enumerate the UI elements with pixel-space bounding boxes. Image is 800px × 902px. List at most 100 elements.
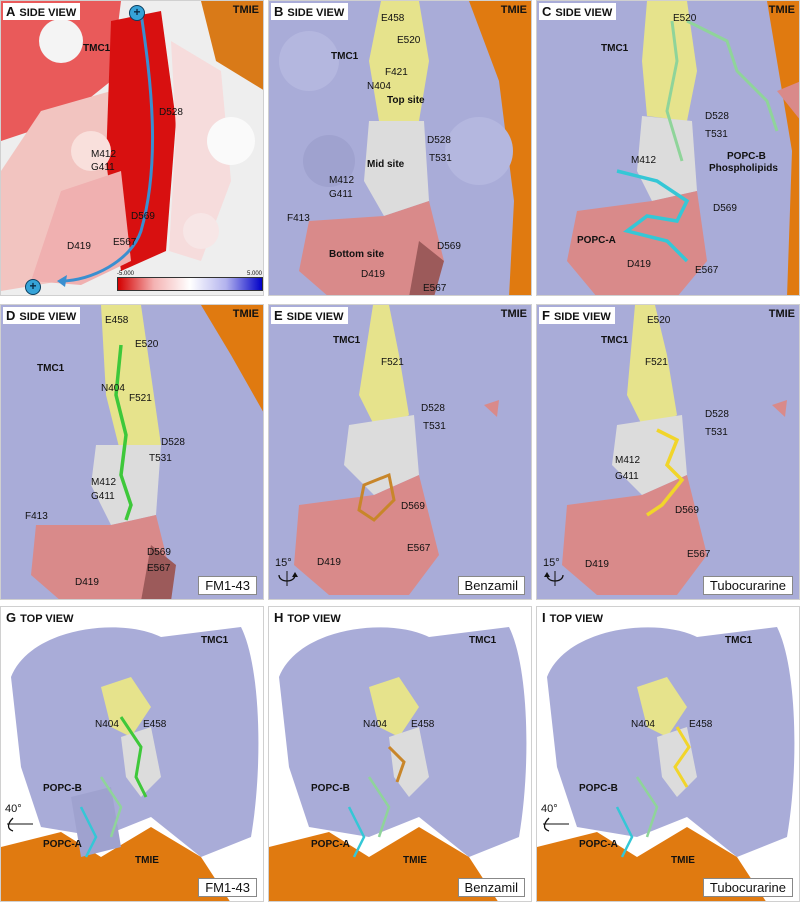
residue-label: D569 (147, 547, 171, 558)
lipid-label: POPC-A (577, 235, 616, 246)
top-view-surface (269, 607, 531, 901)
tmc1-label: TMC1 (331, 51, 359, 62)
panel-c: C SIDE VIEW TMIE TMC1 E520 D528 T531 M412… (536, 0, 800, 296)
residue-label: D419 (585, 559, 609, 570)
residue-label: D569 (675, 505, 699, 516)
drug-name-box: FM1-43 (198, 576, 257, 595)
rotation-indicator: 40° (5, 803, 35, 836)
residue-label: E520 (647, 315, 671, 326)
benzamil-ligand (387, 745, 406, 783)
panel-b: B SIDE VIEW TMIE TMC1 E458 E520 F421 N404… (268, 0, 532, 296)
panel-letter: H (274, 610, 284, 625)
panel-e: E SIDE VIEW TMIE TMC1 F521 D528 T531 D569… (268, 304, 532, 600)
residue-label: F521 (129, 393, 152, 404)
residue-label: G411 (329, 189, 353, 200)
tmie-label: TMIE (768, 4, 795, 16)
drug-name-box: Benzamil (457, 878, 525, 897)
permeation-path-arrow (60, 12, 155, 283)
pore-surface (537, 305, 799, 599)
residue-label: E567 (423, 283, 447, 294)
fm143-ligand (114, 344, 133, 521)
panel-letter: G (6, 610, 17, 625)
residue-label: M412 (91, 477, 117, 488)
residue-label: D528 (161, 437, 185, 448)
tmie-label: TMIE (500, 4, 527, 16)
residue-label: D569 (131, 211, 155, 222)
residue-label: M412 (91, 149, 117, 160)
residue-label: N404 (363, 719, 387, 730)
panel-tag: D SIDE VIEW (3, 307, 81, 324)
tmc1-label: TMC1 (601, 43, 629, 54)
panel-letter: F (542, 308, 550, 323)
residue-label: E567 (695, 265, 719, 276)
residue-label: D528 (705, 111, 729, 122)
pore-surface (537, 1, 799, 295)
pore-surface (269, 305, 531, 599)
panel-h: H TOP VIEW TMC1 N404 E458 POPC-B POPC-A T… (268, 606, 532, 902)
rotate-arrow-icon (278, 571, 298, 586)
residue-label: T531 (429, 153, 452, 164)
panel-tag: G TOP VIEW (3, 609, 78, 626)
drug-name-box: Tubocurarine (702, 878, 793, 897)
residue-label: N404 (95, 719, 119, 730)
colorbar-max: 5.000 (247, 271, 263, 277)
rotate-arrow-icon (544, 571, 564, 586)
residue-label: T531 (149, 453, 172, 464)
view-label: TOP VIEW (287, 613, 341, 625)
panel-letter: B (274, 4, 284, 19)
lipid-label: POPC-B (43, 783, 82, 794)
residue-label: E520 (673, 13, 697, 24)
lipid-label: Phospholipids (709, 163, 778, 174)
panel-tag: A SIDE VIEW (3, 3, 81, 20)
residue-label: D419 (361, 269, 385, 280)
lipid-label: POPC-B (311, 783, 350, 794)
residue-label: G411 (91, 491, 115, 502)
panel-f: F SIDE VIEW TMIE TMC1 E520 F521 D528 T531… (536, 304, 800, 600)
panel-a: A SIDE VIEW TMIE TMC1 D528 M412 G411 D569… (0, 0, 264, 296)
residue-label: E567 (687, 549, 711, 560)
site-label: Mid site (367, 159, 405, 170)
rotation-angle: 40° (5, 803, 22, 815)
rotation-indicator: 15° (543, 557, 567, 590)
drug-name-box: Benzamil (457, 576, 525, 595)
rotate-arrow-icon (543, 817, 569, 832)
popc-b-lipid (686, 19, 779, 132)
panel-tag: H TOP VIEW (271, 609, 345, 626)
panel-d: D SIDE VIEW TMIE TMC1 E458 E520 N404 F521… (0, 304, 264, 600)
residue-label: E458 (411, 719, 435, 730)
residue-label: D419 (627, 259, 651, 270)
residue-label: D419 (317, 557, 341, 568)
drug-name-box: Tubocurarine (702, 576, 793, 595)
residue-label: E567 (113, 237, 137, 248)
residue-label: F521 (381, 357, 404, 368)
panel-i: I TOP VIEW TMC1 N404 E458 POPC-B POPC-A T… (536, 606, 800, 902)
view-label: TOP VIEW (549, 613, 604, 625)
residue-label: E458 (143, 719, 167, 730)
lipid-label: POPC-A (579, 839, 618, 850)
tubocurarine-ligand (673, 726, 691, 788)
residue-label: F421 (385, 67, 408, 78)
view-label: SIDE VIEW (19, 311, 77, 323)
view-label: SIDE VIEW (286, 311, 344, 323)
residue-label: F521 (645, 357, 668, 368)
rotation-angle: 15° (275, 557, 292, 569)
residue-label: G411 (91, 162, 115, 173)
residue-label: D569 (401, 501, 425, 512)
residue-label: D419 (75, 577, 99, 588)
top-view-surface (1, 607, 263, 901)
tmc1-label: TMC1 (333, 335, 361, 346)
residue-label: E567 (407, 543, 431, 554)
residue-label: M412 (615, 455, 641, 466)
residue-label: D419 (67, 241, 91, 252)
tmc1-label: TMC1 (37, 363, 65, 374)
residue-label: D528 (421, 403, 445, 414)
rotation-indicator: 40° (541, 803, 571, 836)
tmc1-label: TMC1 (201, 635, 229, 646)
lipid-label: POPC-A (43, 839, 82, 850)
view-label: SIDE VIEW (555, 7, 613, 19)
electrostatic-colorbar (117, 277, 263, 291)
residue-label: G411 (615, 471, 639, 482)
residue-label: M412 (329, 175, 355, 186)
panel-letter: I (542, 610, 546, 625)
panel-letter: D (6, 308, 16, 323)
